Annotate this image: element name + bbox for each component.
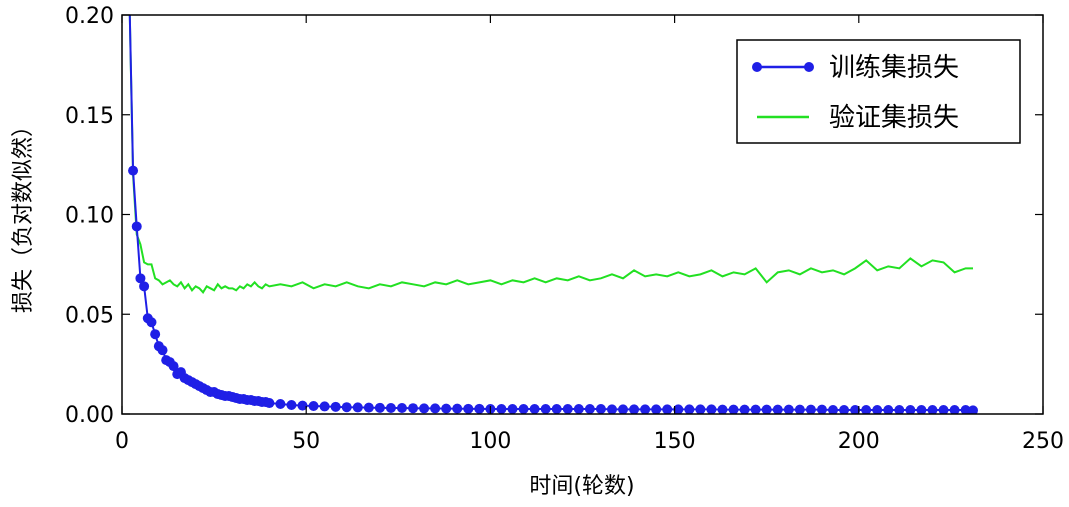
marker (463, 404, 473, 414)
marker (386, 403, 396, 413)
x-tick-label: 250 (1022, 429, 1064, 454)
marker (574, 404, 584, 414)
legend-marker (752, 62, 762, 72)
x-tick-label: 0 (115, 429, 129, 454)
y-tick-label: 0.05 (65, 303, 114, 328)
marker (629, 404, 639, 414)
x-tick-label: 50 (292, 429, 320, 454)
legend-marker (804, 62, 814, 72)
marker (751, 405, 761, 415)
marker (139, 281, 149, 291)
marker (264, 398, 274, 408)
marker (320, 401, 330, 411)
marker (795, 405, 805, 415)
marker (695, 404, 705, 414)
marker (331, 402, 341, 412)
marker (150, 329, 160, 339)
x-tick-label: 100 (469, 429, 511, 454)
marker (408, 403, 418, 413)
marker (662, 404, 672, 414)
marker (651, 404, 661, 414)
y-tick-label: 0.20 (65, 4, 114, 29)
marker (729, 405, 739, 415)
marker (286, 400, 296, 410)
marker (552, 404, 562, 414)
marker (128, 166, 138, 176)
marker (452, 404, 462, 414)
marker (309, 401, 319, 411)
marker (508, 404, 518, 414)
marker (706, 404, 716, 414)
marker (441, 404, 451, 414)
marker (342, 402, 352, 412)
y-tick-label: 0.10 (65, 204, 114, 229)
marker (563, 404, 573, 414)
marker (519, 404, 529, 414)
marker (596, 404, 606, 414)
marker (585, 404, 595, 414)
marker (541, 404, 551, 414)
marker (375, 403, 385, 413)
legend-label: 训练集损失 (829, 53, 959, 83)
marker (397, 403, 407, 413)
marker (717, 405, 727, 415)
y-tick-label: 0.00 (65, 403, 114, 428)
marker (618, 404, 628, 414)
marker (158, 345, 168, 355)
marker (364, 403, 374, 413)
x-axis-label: 时间(轮数) (529, 474, 634, 499)
marker (132, 221, 142, 231)
marker (817, 405, 827, 415)
marker (474, 404, 484, 414)
marker (275, 399, 285, 409)
marker (496, 404, 506, 414)
marker (773, 405, 783, 415)
marker (740, 405, 750, 415)
marker (762, 405, 772, 415)
marker (430, 403, 440, 413)
marker (684, 404, 694, 414)
marker (640, 404, 650, 414)
x-tick-label: 150 (654, 429, 696, 454)
marker (530, 404, 540, 414)
marker (146, 317, 156, 327)
legend-label: 验证集损失 (829, 103, 959, 133)
marker (353, 402, 363, 412)
x-tick-label: 200 (838, 429, 880, 454)
y-axis-label: 损失（负对数似然） (11, 115, 36, 313)
marker (784, 405, 794, 415)
marker (607, 404, 617, 414)
marker (419, 403, 429, 413)
marker (806, 405, 816, 415)
y-tick-label: 0.15 (65, 104, 114, 129)
